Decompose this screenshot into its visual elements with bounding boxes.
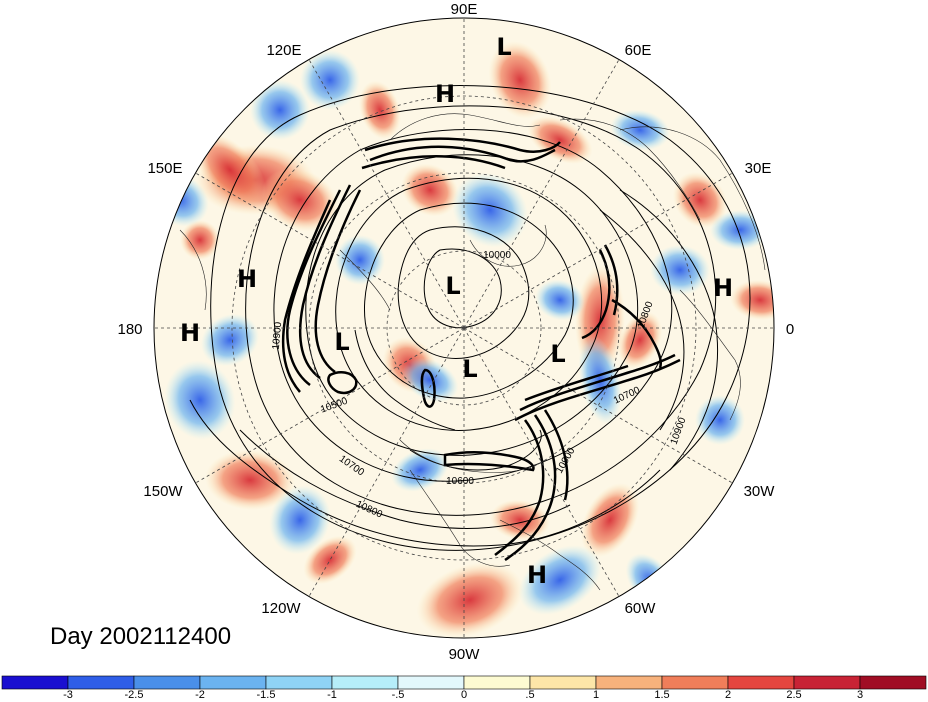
- pressure-center-high: H: [180, 319, 200, 347]
- contour-label: 10000: [483, 250, 511, 261]
- colorbar-tick-label: -3: [63, 689, 73, 701]
- lon-label-150e: 150E: [147, 160, 182, 177]
- contour-label: 10900: [271, 321, 284, 350]
- colorbar-tick-label: -1: [327, 689, 337, 701]
- height-contours: [179, 84, 766, 591]
- colorbar-swatch: [595, 675, 663, 690]
- colorbar-swatch: [199, 675, 267, 690]
- lon-label-150w: 150W: [143, 483, 183, 500]
- graticule: [154, 18, 774, 638]
- lon-label-90e: 90E: [451, 1, 478, 18]
- colorbar-tick-label: 2: [725, 689, 731, 701]
- lon-label-0: 0: [786, 321, 794, 338]
- pressure-center-low: L: [445, 272, 460, 300]
- lon-label-60e: 60E: [625, 42, 652, 59]
- day-label: Day 2002112400: [50, 623, 231, 650]
- lon-label-120w: 120W: [261, 600, 301, 617]
- colorbar-tick-label: 2.5: [786, 689, 801, 701]
- lon-label-30e: 30E: [745, 160, 772, 177]
- colorbar-tick-label: -.5: [392, 689, 405, 701]
- colorbar-tick-label: -2: [195, 689, 205, 701]
- colorbar-tick-label: 1.5: [654, 689, 669, 701]
- colorbar-swatch: [265, 675, 333, 690]
- colorbar-swatch: [331, 675, 399, 690]
- lon-label-90w: 90W: [449, 646, 481, 663]
- map-boundary: [153, 17, 775, 639]
- anomaly-shading: [154, 18, 774, 638]
- lon-label-30w: 30W: [744, 483, 776, 500]
- pressure-center-high: H: [527, 561, 547, 589]
- pressure-center-high: H: [237, 265, 257, 293]
- colorbar-swatch: [463, 675, 531, 690]
- contour-label: 10600: [446, 476, 474, 487]
- colorbar-swatch: [793, 675, 861, 690]
- pressure-center-high: H: [713, 274, 733, 302]
- colorbar-swatch: [397, 675, 465, 690]
- colorbar-tick-label: -2.5: [125, 689, 144, 701]
- lon-label-60w: 60W: [625, 600, 657, 617]
- colorbar-tick-label: 0: [461, 689, 467, 701]
- colorbar-tick-label: .5: [525, 689, 534, 701]
- colorbar: -3 -2.5 -2 -1.5 -1 -.5 0 .5 1 1.5 2 2.5 3: [1, 675, 927, 701]
- colorbar-swatch: [661, 675, 729, 690]
- pressure-center-high: H: [435, 80, 455, 108]
- colorbar-tick-label: -1.5: [257, 689, 276, 701]
- colorbar-swatch: [859, 675, 927, 690]
- colorbar-tick-label: 1: [593, 689, 599, 701]
- colorbar-swatch: [529, 675, 597, 690]
- lon-label-120e: 120E: [266, 42, 301, 59]
- pressure-center-low: L: [462, 355, 477, 383]
- colorbar-swatch: [67, 675, 135, 690]
- colorbar-tick-label: 3: [857, 689, 863, 701]
- colorbar-swatch: [1, 675, 69, 690]
- pressure-center-low: L: [334, 328, 349, 356]
- pressure-center-low: L: [550, 340, 565, 368]
- colorbar-swatch: [133, 675, 201, 690]
- colorbar-swatch: [727, 675, 795, 690]
- lon-label-180: 180: [117, 321, 142, 338]
- pressure-center-low: L: [496, 33, 511, 61]
